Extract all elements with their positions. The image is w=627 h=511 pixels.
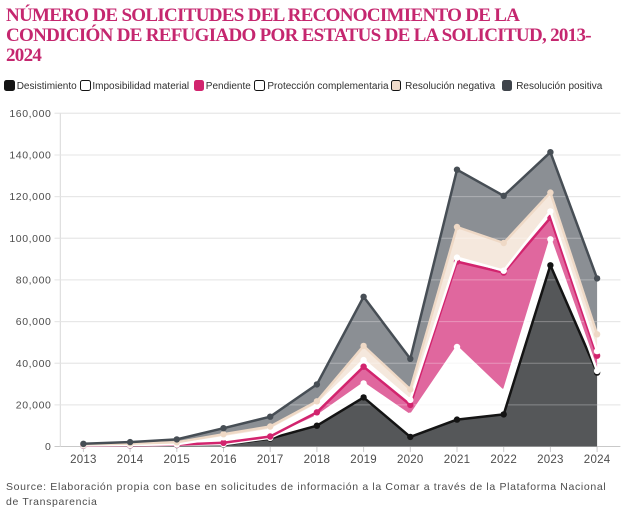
svg-text:2023: 2023 bbox=[537, 454, 564, 466]
svg-text:2017: 2017 bbox=[257, 454, 284, 466]
svg-text:2015: 2015 bbox=[164, 454, 191, 466]
svg-text:80,000: 80,000 bbox=[16, 275, 52, 287]
svg-text:100,000: 100,000 bbox=[9, 233, 51, 245]
svg-text:120,000: 120,000 bbox=[9, 191, 51, 203]
svg-text:2019: 2019 bbox=[350, 454, 377, 466]
svg-text:2016: 2016 bbox=[210, 454, 237, 466]
svg-text:40,000: 40,000 bbox=[16, 358, 52, 370]
svg-text:2024: 2024 bbox=[584, 454, 611, 466]
svg-text:0: 0 bbox=[45, 441, 51, 453]
svg-text:2013: 2013 bbox=[70, 454, 97, 466]
svg-text:140,000: 140,000 bbox=[9, 150, 51, 162]
svg-text:2018: 2018 bbox=[304, 454, 331, 466]
svg-text:2022: 2022 bbox=[490, 454, 517, 466]
svg-text:60,000: 60,000 bbox=[16, 316, 52, 328]
svg-text:160,000: 160,000 bbox=[9, 108, 51, 120]
svg-text:2020: 2020 bbox=[397, 454, 424, 466]
svg-text:2021: 2021 bbox=[444, 454, 471, 466]
svg-text:2014: 2014 bbox=[117, 454, 144, 466]
svg-text:20,000: 20,000 bbox=[16, 400, 52, 412]
